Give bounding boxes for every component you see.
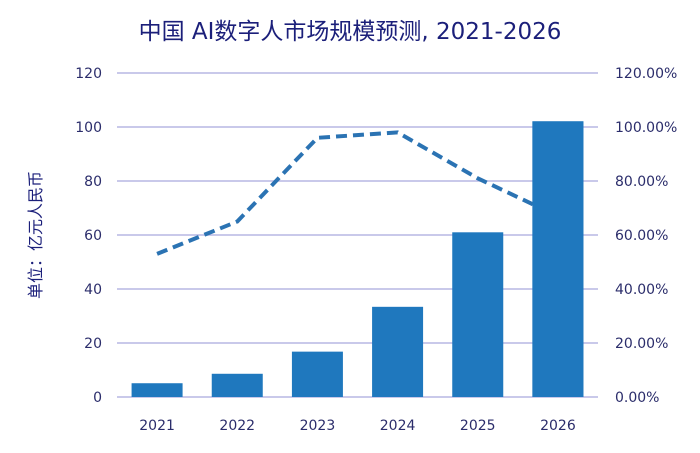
bar-2022: [211, 373, 263, 397]
y-tick-label: 60: [84, 228, 102, 244]
y2-tick-label: 40.00%: [615, 282, 668, 298]
bar-2024: [372, 306, 424, 397]
y-tick-label: 40: [84, 282, 102, 298]
y2-tick-label: 100.00%: [615, 120, 677, 136]
bar-2026-overlay: [532, 121, 584, 397]
y2-tick-label: 120.00%: [615, 66, 677, 82]
x-tick-label: 2021: [139, 418, 175, 434]
bar-2021: [131, 383, 183, 397]
y2-tick-label: 20.00%: [615, 336, 668, 352]
y2-tick-label: 0.00%: [615, 390, 659, 406]
x-tick-label: 2025: [460, 418, 496, 434]
y-tick-label: 80: [84, 174, 102, 190]
y-tick-label: 0: [93, 390, 102, 406]
bar-2023: [291, 351, 343, 397]
x-tick-label: 2024: [380, 418, 416, 434]
growth-rate-line: [156, 130, 559, 256]
x-tick-label: 2026: [540, 418, 576, 434]
y2-tick-label: 80.00%: [615, 174, 668, 190]
x-tick-label: 2022: [219, 418, 255, 434]
y-tick-label: 20: [84, 336, 102, 352]
bar-2025: [452, 232, 504, 397]
y-tick-label: 120: [75, 66, 102, 82]
y-tick-label: 100: [75, 120, 102, 136]
y2-tick-label: 60.00%: [615, 228, 668, 244]
x-tick-label: 2023: [300, 418, 336, 434]
chart-title: 中国 AI数字人市场规模预测, 2021-2026: [138, 19, 562, 45]
